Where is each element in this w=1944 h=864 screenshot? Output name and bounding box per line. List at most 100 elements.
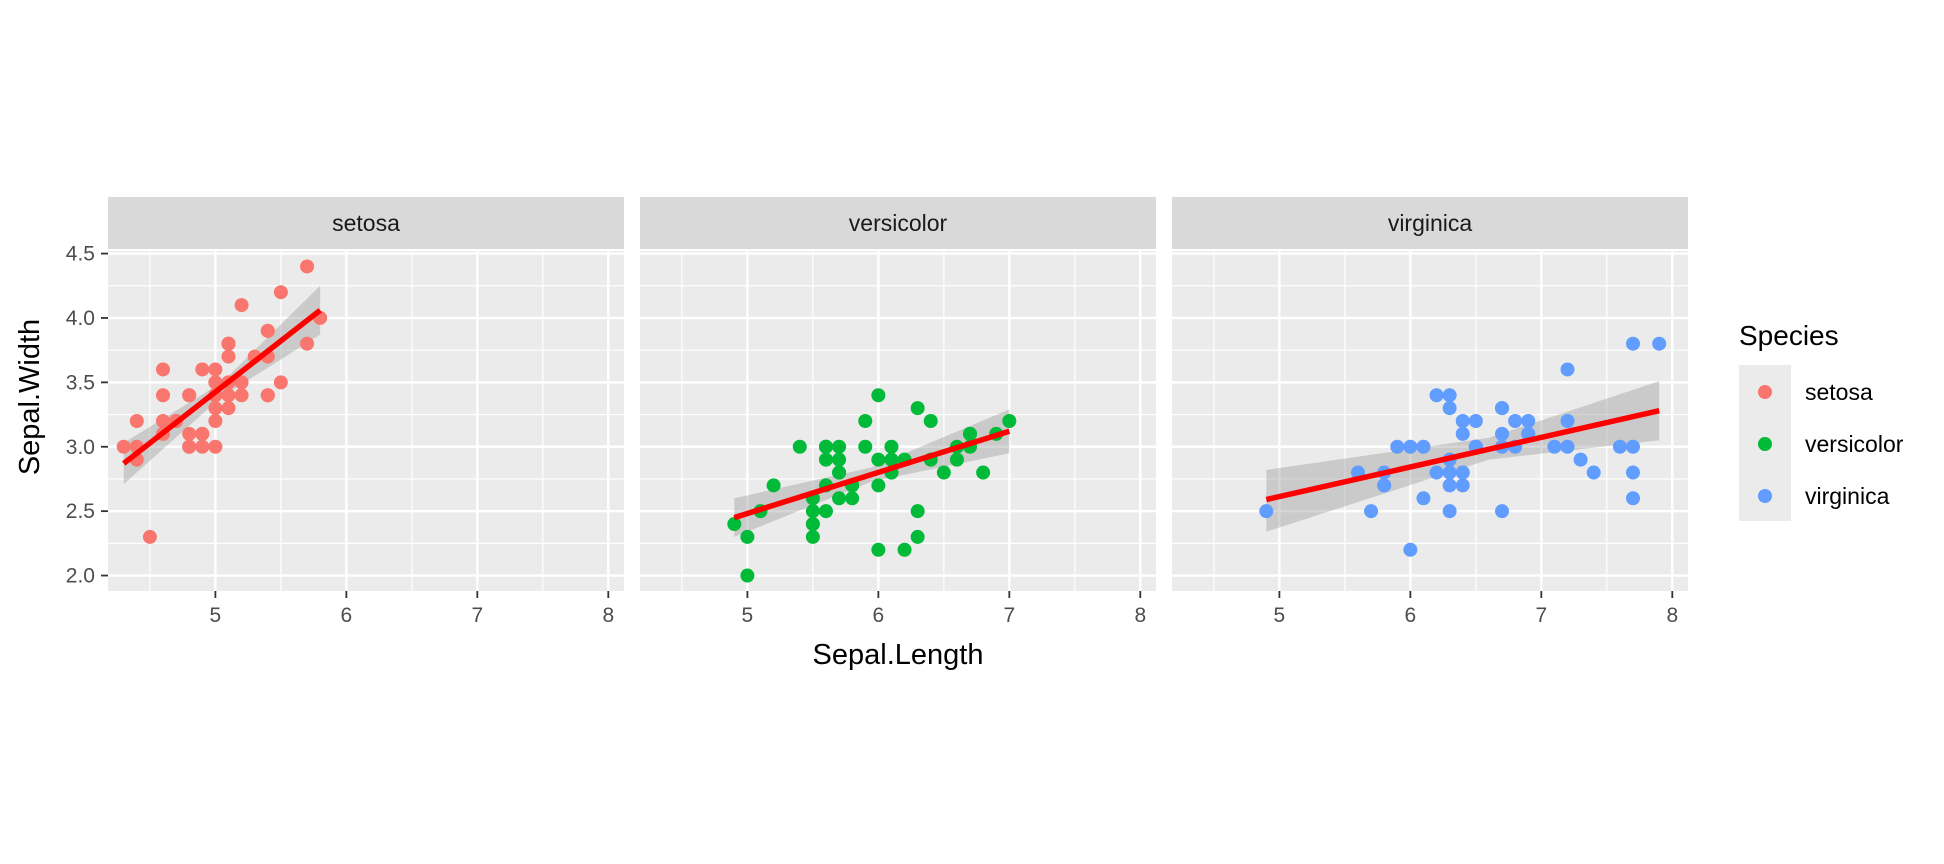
data-point	[208, 439, 223, 454]
x-tick-label: 7	[471, 604, 483, 627]
data-point	[832, 491, 847, 506]
data-point	[1403, 439, 1418, 454]
data-point	[1455, 414, 1470, 428]
panel-background	[108, 251, 624, 591]
y-tick-label: 3.5	[66, 371, 95, 394]
x-axis: 5 6 7 8	[742, 591, 1146, 627]
data-point	[818, 504, 833, 519]
x-tick-label: 8	[1666, 604, 1678, 627]
x-tick-label: 6	[341, 604, 353, 627]
data-point	[1521, 414, 1536, 428]
data-point	[182, 388, 197, 403]
data-point	[195, 426, 210, 441]
data-point	[1377, 478, 1392, 493]
data-point	[1547, 439, 1562, 454]
data-point	[1416, 491, 1431, 506]
data-point	[805, 517, 820, 532]
data-point	[949, 452, 964, 467]
data-point	[1429, 388, 1444, 403]
legend-title: Species	[1739, 320, 1839, 351]
data-point	[182, 426, 197, 441]
y-axis-title: Sepal.Width	[14, 319, 46, 475]
y-axis: 2.0 2.5 3.0 3.5 4.0 4.5	[66, 243, 108, 588]
data-point	[832, 452, 847, 467]
facet-strip	[640, 197, 1156, 249]
data-point	[1364, 504, 1379, 519]
data-point	[936, 465, 951, 480]
data-point	[910, 504, 925, 519]
data-point	[1625, 336, 1640, 351]
x-tick-label: 6	[1405, 604, 1417, 627]
data-point	[234, 388, 249, 403]
x-tick-label: 5	[1274, 604, 1286, 627]
regression-line	[122, 308, 322, 466]
data-point	[273, 375, 288, 390]
x-tick-label: 8	[602, 604, 614, 627]
data-point	[1455, 426, 1470, 441]
data-point	[1442, 388, 1457, 403]
facet-strip-label: versicolor	[849, 210, 948, 236]
data-point	[910, 401, 925, 416]
data-point	[1455, 478, 1470, 493]
data-point	[1442, 465, 1457, 480]
data-point	[234, 375, 249, 390]
data-point	[727, 517, 742, 532]
data-point	[976, 465, 991, 480]
data-point	[871, 478, 886, 493]
data-point	[1429, 465, 1444, 480]
data-point	[818, 439, 833, 454]
data-point	[845, 491, 860, 506]
data-point	[871, 388, 886, 403]
data-point	[963, 426, 978, 441]
data-point	[858, 439, 873, 454]
data-point	[884, 439, 899, 454]
data-points	[727, 388, 1017, 583]
x-tick-label: 6	[873, 604, 885, 627]
data-point	[1625, 491, 1640, 506]
regression-line	[1265, 408, 1660, 503]
data-point	[195, 362, 210, 377]
data-point	[1002, 414, 1017, 428]
data-point	[805, 504, 820, 519]
facet-strip-label: virginica	[1388, 210, 1473, 236]
facet-strip	[1172, 197, 1688, 249]
data-point	[142, 529, 157, 544]
data-point	[792, 439, 807, 454]
data-point	[221, 349, 236, 364]
data-point	[208, 362, 223, 377]
data-point	[740, 529, 755, 544]
facet-panel-virginica: virginica 5 6 7 8	[1172, 197, 1688, 627]
data-point	[221, 336, 236, 351]
x-axis: 5 6 7 8	[210, 591, 614, 627]
data-point	[208, 401, 223, 416]
facet-panel-setosa: setosa 5 6 7 8	[108, 197, 624, 627]
x-axis-title: Sepal.Length	[813, 639, 984, 671]
data-point	[221, 401, 236, 416]
data-point	[234, 298, 249, 313]
data-point	[923, 414, 938, 428]
data-point	[897, 542, 912, 557]
y-tick-label: 2.0	[66, 565, 95, 588]
data-point	[1508, 414, 1523, 428]
data-point	[208, 414, 223, 428]
facet-strip-label: setosa	[332, 210, 400, 236]
data-point	[129, 414, 144, 428]
data-point	[182, 439, 197, 454]
data-point	[1468, 414, 1483, 428]
y-tick-label: 2.5	[66, 500, 95, 523]
data-point	[871, 452, 886, 467]
data-point	[1442, 401, 1457, 416]
data-point	[1495, 426, 1510, 441]
y-tick-label: 4.0	[66, 307, 95, 330]
legend-key-virginica	[1758, 489, 1772, 503]
data-point	[884, 452, 899, 467]
x-tick-label: 5	[210, 604, 222, 627]
facet-panel-versicolor: versicolor 5 6 7 8	[640, 197, 1156, 627]
data-point	[116, 439, 131, 454]
data-point	[1560, 439, 1575, 454]
x-tick-label: 5	[742, 604, 754, 627]
legend-label-versicolor: versicolor	[1805, 431, 1904, 457]
y-tick-label: 3.0	[66, 436, 95, 459]
data-point	[156, 388, 171, 403]
data-point	[805, 529, 820, 544]
